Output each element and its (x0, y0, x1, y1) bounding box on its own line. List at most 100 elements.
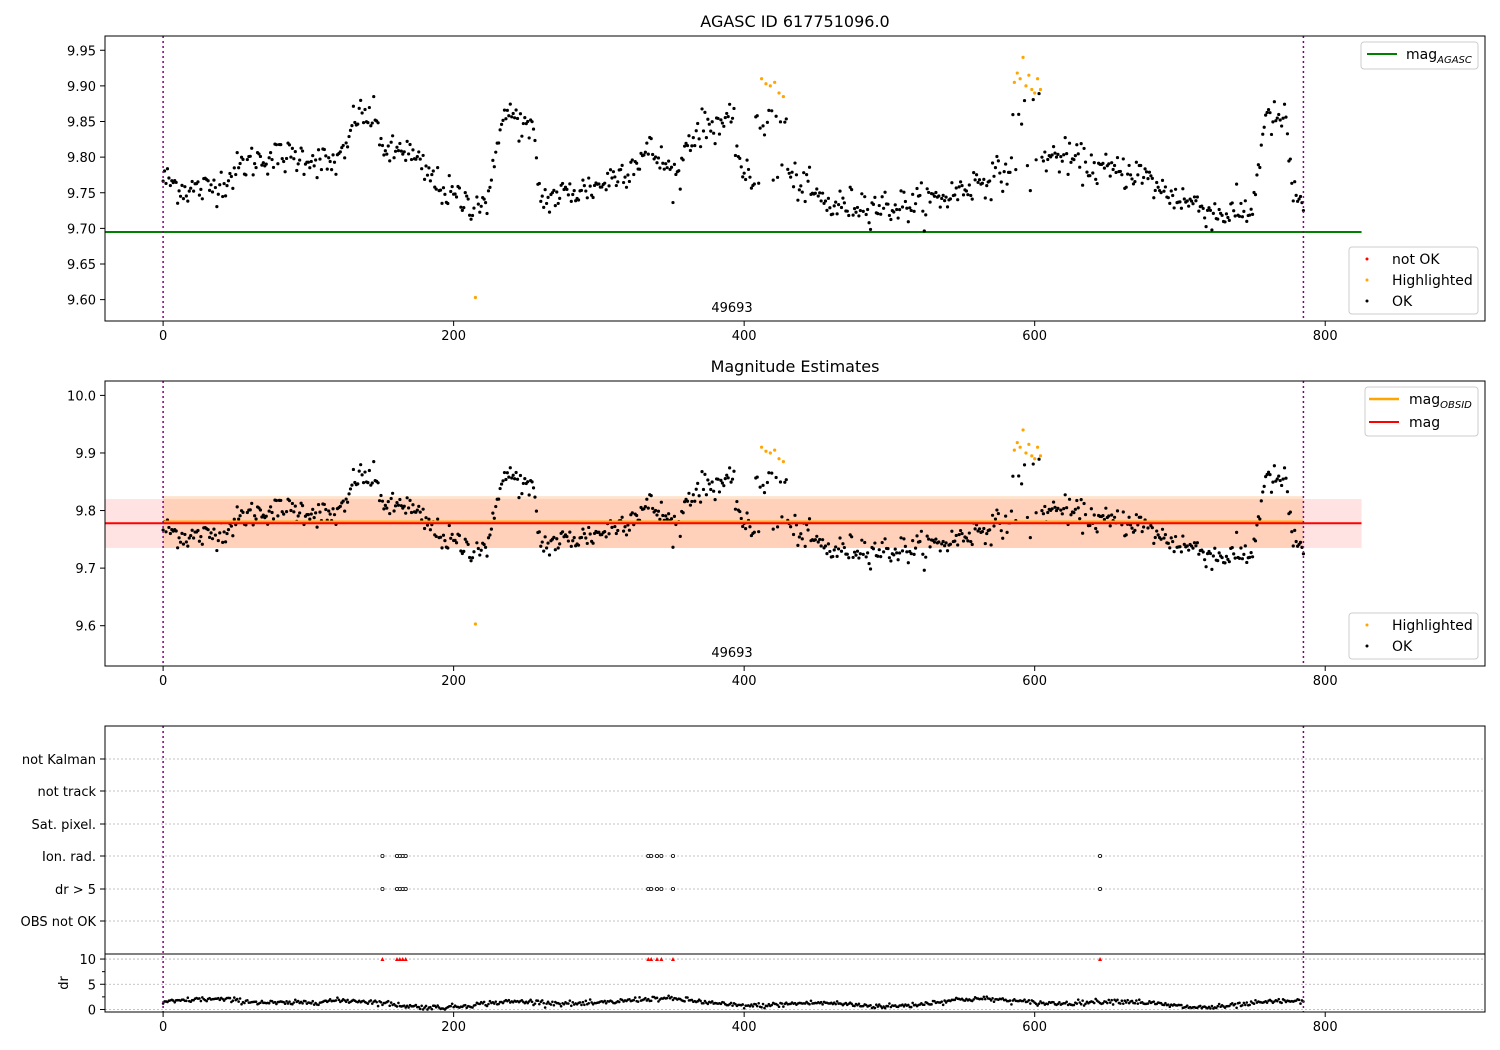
ok-point (486, 189, 491, 193)
ok-point (669, 517, 674, 521)
ok-point (1127, 515, 1131, 519)
ok-point (1065, 506, 1069, 510)
ok-point (1227, 560, 1231, 564)
ok-point (973, 178, 977, 182)
ok-point (592, 183, 597, 188)
dr-point (293, 998, 297, 1002)
ok-point (697, 494, 701, 498)
ok-point (328, 159, 332, 164)
ok-point (597, 530, 601, 534)
ok-point (308, 166, 312, 170)
ok-point (540, 194, 544, 198)
ok-point (449, 189, 453, 194)
ok-point (614, 531, 618, 536)
ok-point (176, 546, 180, 550)
ok-point (630, 158, 634, 162)
panel1-point-legend: not OK Highlighted OK (1348, 246, 1479, 315)
dr-point (587, 1001, 591, 1005)
ok-point (1237, 214, 1242, 218)
ok-point (671, 545, 675, 549)
ok-point (219, 170, 223, 174)
ok-point (261, 161, 265, 165)
ok-point (1194, 544, 1198, 548)
dr-point (588, 998, 592, 1001)
ok-point (831, 554, 835, 559)
ok-point (828, 206, 832, 210)
ok-point (196, 180, 200, 184)
ok-point (839, 549, 844, 553)
ok-point (405, 496, 409, 500)
ok-point (497, 497, 501, 501)
ok-point (966, 539, 970, 543)
ok-point (815, 187, 819, 191)
dr-tick-label: 10 (79, 953, 96, 968)
ok-point (863, 540, 867, 545)
dr-point (875, 1003, 878, 1006)
flag-point (655, 887, 660, 892)
ok-point (925, 187, 929, 191)
ok-point (667, 159, 671, 163)
ok-point (741, 175, 745, 179)
dr-point (549, 1003, 553, 1006)
ok-point (671, 200, 675, 205)
highlighted-point (1033, 457, 1037, 461)
ok-point (982, 526, 986, 531)
ok-point (475, 541, 479, 545)
ok-point (693, 499, 697, 503)
ok-point (620, 515, 624, 519)
ok-point (489, 527, 493, 531)
ok-point (1091, 171, 1095, 175)
ok-point (749, 186, 754, 190)
ok-point (221, 194, 225, 199)
ok-point (189, 186, 193, 190)
dr-outlier-marker (397, 957, 402, 962)
highlighted-point (1030, 87, 1034, 92)
ok-point (553, 203, 557, 208)
dr-point (1162, 1003, 1166, 1007)
ok-point (873, 541, 877, 545)
x-tick-label: 400 (732, 1020, 757, 1035)
ok-point (187, 189, 191, 193)
ok-point (793, 513, 797, 517)
dr-point (259, 1001, 262, 1005)
flag-point (670, 854, 675, 859)
ok-point (1147, 170, 1152, 174)
ok-point (845, 552, 849, 556)
dr-point (683, 1000, 686, 1003)
ok-point (825, 552, 829, 556)
ok-point (730, 477, 735, 481)
ok-point (1092, 161, 1096, 165)
ok-point (1192, 195, 1197, 199)
ok-point (466, 197, 470, 201)
ok-point (635, 161, 639, 165)
ok-point (251, 173, 255, 177)
highlighted-point (473, 622, 478, 626)
ok-point (360, 473, 364, 477)
ok-point (356, 122, 360, 126)
ok-point (597, 182, 601, 186)
ok-point (948, 542, 953, 546)
ok-point (703, 110, 707, 115)
ok-point (222, 530, 226, 534)
ok-point (694, 487, 698, 491)
ok-point (270, 157, 274, 162)
ok-point (459, 549, 463, 553)
ok-point (1171, 193, 1175, 198)
ok-point (1296, 199, 1300, 203)
flag-point (380, 854, 385, 859)
ok-point (861, 552, 865, 556)
ok-point (565, 187, 569, 191)
highlighted-point (1018, 445, 1022, 449)
ok-point (1076, 506, 1080, 510)
ok-point (1232, 552, 1236, 556)
ok-point (501, 118, 505, 122)
ok-point (889, 559, 893, 563)
ok-point (758, 485, 762, 489)
dr-point (1078, 1001, 1082, 1004)
ok-point (454, 541, 459, 545)
ok-point (1253, 539, 1258, 543)
ok-point (621, 529, 626, 533)
ok-point (229, 174, 233, 179)
ok-point (253, 161, 257, 166)
ok-point (350, 124, 354, 128)
